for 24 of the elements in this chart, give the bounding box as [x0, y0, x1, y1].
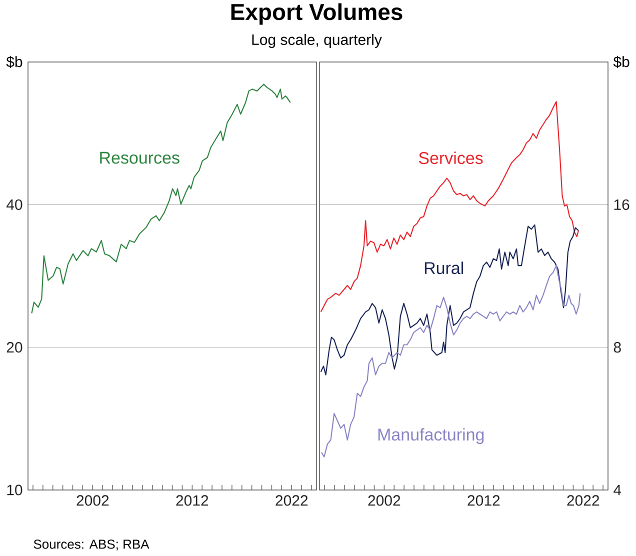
y-tick-label: 10: [7, 484, 22, 496]
chart-subtitle: Log scale, quarterly: [252, 34, 382, 48]
x-tick-label: 2002: [76, 495, 109, 506]
x-tick-label: 2022: [567, 495, 600, 506]
y-axis-title: $b: [6, 56, 22, 68]
chart-title: Export Volumes: [231, 3, 402, 25]
x-tick-label: 2022: [276, 495, 308, 506]
y-tick-label: 20: [6, 342, 22, 353]
y-tick-label: 40: [6, 199, 22, 210]
line-series: [320, 101, 580, 312]
source-note: Sources: ABS; RBA: [34, 540, 150, 550]
series-label: Services: [418, 152, 483, 164]
series-label: Rural: [424, 262, 464, 274]
y-tick-label: 4: [614, 484, 622, 496]
line-series: [320, 224, 580, 376]
y-tick-label: 8: [614, 342, 621, 353]
x-tick-label: 2002: [368, 495, 400, 506]
line-series: [31, 84, 291, 314]
x-tick-label: 2012: [468, 495, 500, 506]
y-axis-title: $b: [613, 56, 630, 68]
series-label: Manufacturing: [378, 428, 484, 444]
x-tick-label: 2012: [176, 495, 208, 506]
series-label: Resources: [100, 152, 180, 164]
y-tick-label: 16: [614, 199, 630, 210]
